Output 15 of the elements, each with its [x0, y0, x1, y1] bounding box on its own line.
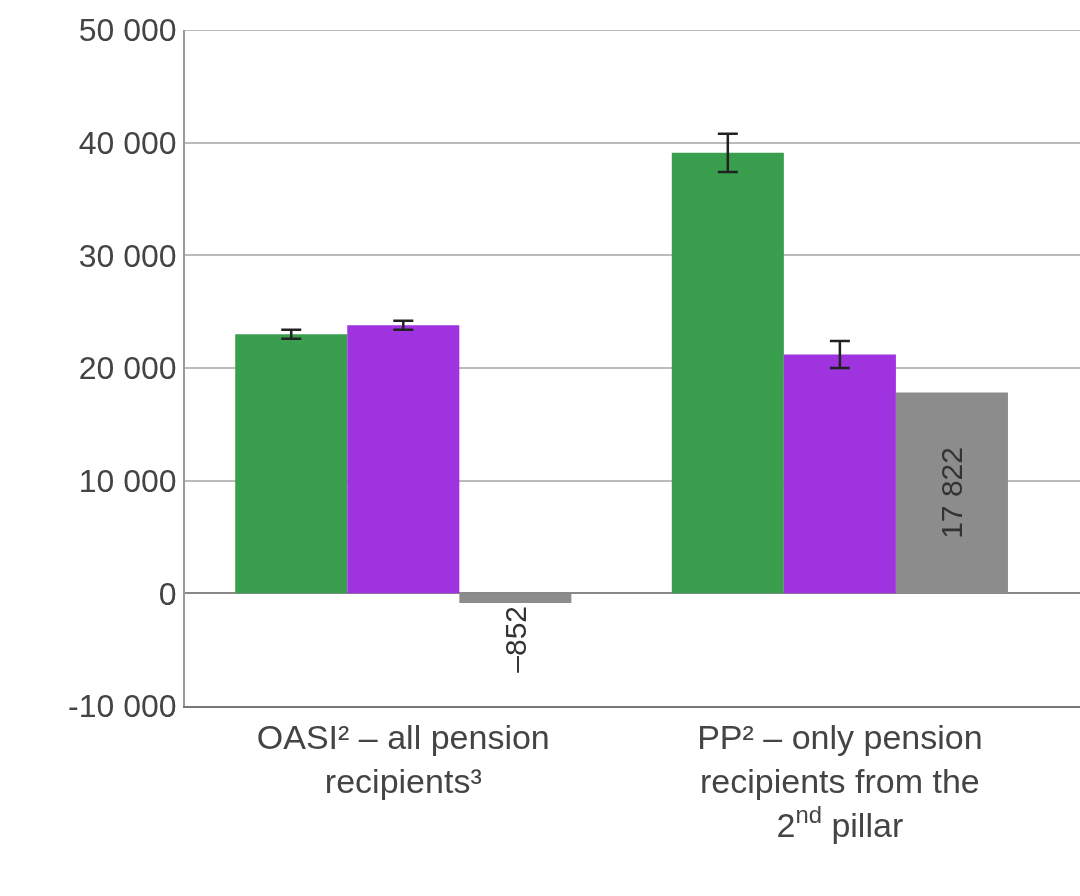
data-label: 17 822 [935, 447, 969, 539]
data-label: –852 [498, 605, 532, 673]
y-tick-label: 20 000 [78, 350, 177, 387]
bar [235, 334, 348, 594]
y-tick-label: 10 000 [78, 462, 177, 499]
bar [783, 354, 896, 594]
x-tick-label: OASI² – all pension recipients³ [256, 717, 550, 800]
y-tick-label: -10 000 [68, 688, 177, 725]
y-tick-label: 0 [158, 575, 177, 612]
bar [347, 325, 460, 594]
y-tick-label: 40 000 [78, 124, 177, 161]
bar [671, 152, 784, 594]
y-tick-label: 30 000 [78, 237, 177, 274]
x-tick-label: PP² – only pension recipients from the 2$^{nd}$ pillar [697, 717, 983, 845]
y-tick-label: 50 000 [78, 12, 177, 49]
